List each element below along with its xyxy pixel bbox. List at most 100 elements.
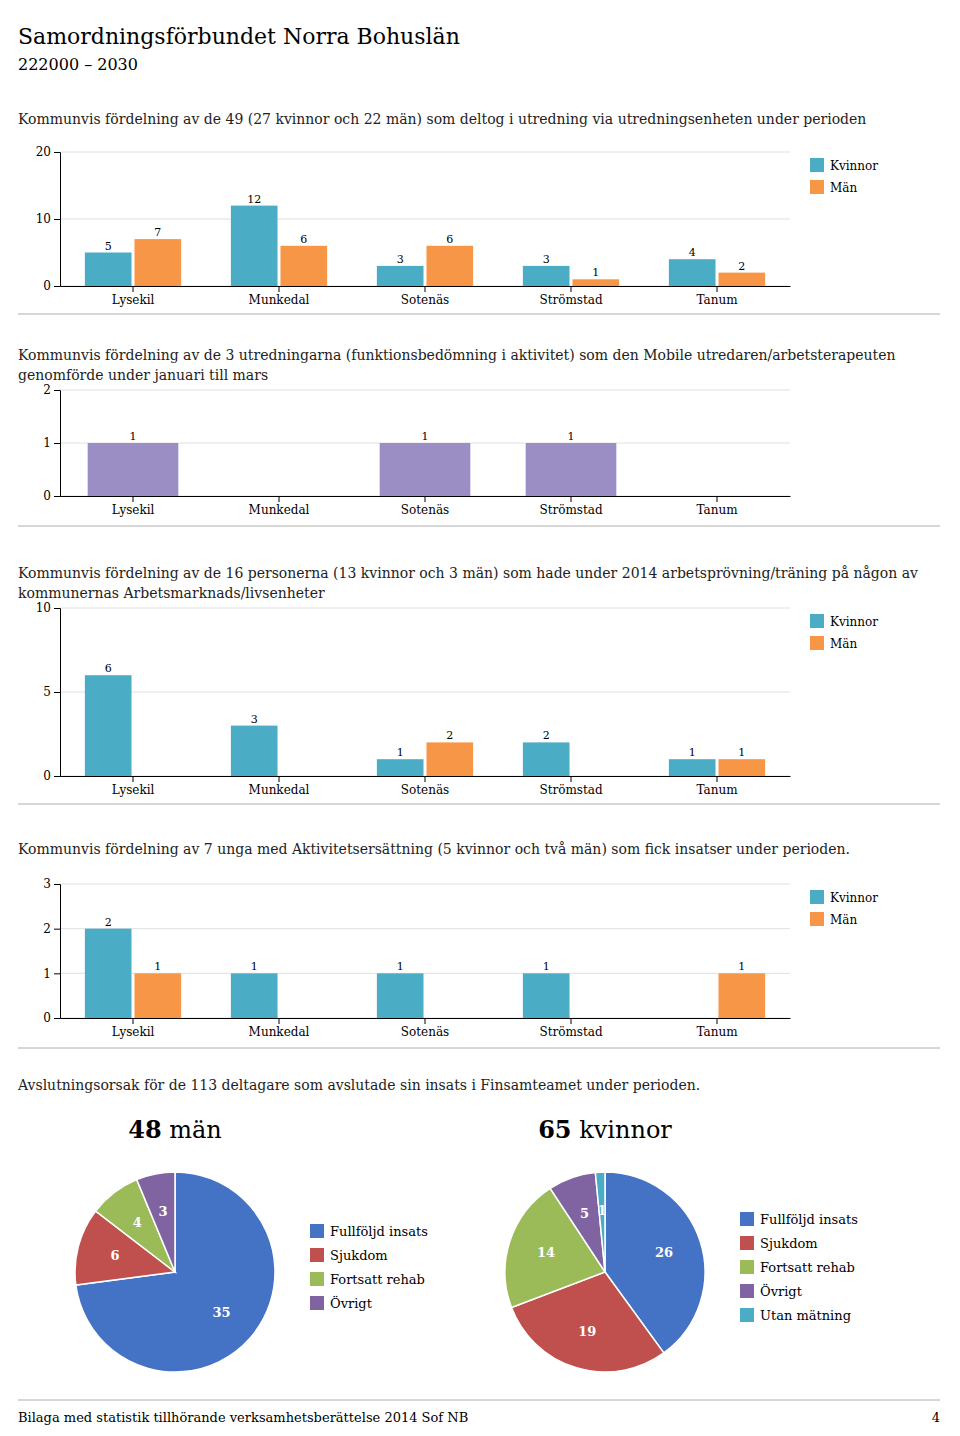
data-label: 4 [689, 246, 696, 259]
y-tick-mark [54, 1018, 60, 1019]
x-tick-mark [425, 496, 426, 502]
x-tick: Sotenäs [401, 286, 449, 307]
x-tick-label: Sotenäs [401, 1025, 449, 1039]
bar [88, 443, 179, 496]
data-label: 1 [130, 430, 137, 443]
legend: Fullföljd insatsSjukdomFortsatt rehabÖvr… [740, 1212, 858, 1323]
bar [523, 742, 570, 776]
x-tick: Tanum [696, 776, 738, 797]
y-tick-label: 10 [36, 212, 51, 226]
slice [595, 1172, 605, 1272]
x-tick-mark [279, 776, 280, 782]
y-tick-label: 2 [43, 383, 51, 397]
x-tick: Sotenäs [401, 1018, 449, 1039]
legend-swatch [740, 1308, 754, 1322]
chart-title: Kommunvis fördelning av de 16 personerna… [18, 565, 918, 601]
data-label: 12 [247, 193, 261, 206]
x-tick-mark [279, 286, 280, 292]
x-tick-label: Lysekil [112, 293, 155, 307]
x-tick-label: Sotenäs [401, 503, 449, 517]
data-label: 1 [738, 960, 745, 973]
data-labels: 6312121 [105, 662, 746, 759]
slice [76, 1172, 275, 1372]
pie-title: 65 kvinnor [538, 1115, 672, 1144]
grid [60, 608, 790, 776]
data-label: 3 [397, 253, 404, 266]
x-tick-mark [571, 286, 572, 292]
y-tick-label: 10 [36, 601, 51, 615]
legend-entry: Kvinnor [810, 158, 878, 173]
x-tick-mark [425, 286, 426, 292]
page-title: Samordningsförbundet Norra Bohuslän [18, 24, 460, 49]
bar [669, 259, 716, 286]
y-tick: 2 [43, 383, 60, 397]
x-tick-label: Munkedal [249, 503, 310, 517]
legend-label: Fullföljd insats [330, 1224, 428, 1239]
legend-label: Fortsatt rehab [760, 1260, 855, 1275]
y-axis-line [54, 609, 61, 777]
x-tick-label: Tanum [696, 1025, 738, 1039]
bar [572, 1018, 619, 1019]
bar [426, 1018, 473, 1019]
x-tick-label: Sotenäs [401, 783, 449, 797]
x-tick-label: Strömstad [539, 783, 603, 797]
bar [85, 253, 132, 287]
x-tick-label: Tanum [696, 783, 738, 797]
data-label: 6 [300, 233, 307, 246]
legend-entry: Sjukdom [310, 1248, 388, 1263]
pie-title: 48 män [128, 1115, 222, 1144]
legend-swatch [740, 1284, 754, 1298]
pie-chart: 65 kvinnor26191451Fullföljd insatsSjukdo… [505, 1115, 858, 1372]
x-axis: LysekilMunkedalSotenäsStrömstadTanum [61, 496, 791, 517]
pie-chart: 48 män35643Fullföljd insatsSjukdomFortsa… [75, 1115, 428, 1372]
bar [380, 443, 471, 496]
legend-entry: Fortsatt rehab [740, 1260, 855, 1275]
legend-label: Kvinnor [830, 615, 878, 629]
legend-entry: Kvinnor [810, 890, 878, 905]
y-axis-line [54, 885, 61, 1019]
x-tick-label: Munkedal [249, 293, 310, 307]
data-label: 2 [446, 729, 453, 742]
data-label: 1 [422, 430, 429, 443]
page-number: 4 [932, 1410, 940, 1425]
x-tick-label: Lysekil [112, 1025, 155, 1039]
grid-line [60, 219, 790, 220]
y-tick-mark [54, 390, 60, 391]
bar [377, 759, 424, 776]
chart-title: Kommunvis fördelning av de 49 (27 kvinno… [18, 111, 866, 127]
legend-swatch [310, 1224, 324, 1238]
x-tick-mark [571, 496, 572, 502]
x-tick: Sotenäs [401, 496, 449, 517]
data-label: 2 [105, 916, 112, 929]
y-tick-label: 0 [43, 769, 51, 783]
section-title: Avslutningsorsak för de 113 deltagare so… [17, 1077, 700, 1093]
bar [669, 759, 716, 776]
x-tick-label: Strömstad [539, 293, 603, 307]
x-tick-mark [717, 496, 718, 502]
grid-line [60, 390, 790, 391]
legend-swatch [740, 1212, 754, 1226]
x-axis: LysekilMunkedalSotenäsStrömstadTanum [61, 776, 791, 797]
x-axis: Lysekil Munkedal Sotenäs Strömstad Tanum [61, 286, 791, 307]
legend-swatch [810, 890, 824, 904]
y-tick-mark [54, 152, 60, 153]
data-labels: 111 [130, 430, 575, 443]
x-tick: Strömstad [539, 496, 603, 517]
x-tick-mark [571, 776, 572, 782]
y-tick-label: 20 [36, 145, 51, 159]
x-tick-mark [279, 496, 280, 502]
data-label: 6 [105, 662, 112, 675]
legend-label: Män [830, 181, 857, 195]
bar [572, 776, 619, 777]
bar [377, 266, 424, 286]
legend-swatch [310, 1248, 324, 1262]
y-tick-label: 0 [43, 1011, 51, 1025]
bar [134, 776, 181, 777]
data-label: 1 [397, 960, 404, 973]
x-axis: LysekilMunkedalSotenäsStrömstadTanum [61, 1018, 791, 1039]
x-tick-mark [133, 496, 134, 502]
bar [523, 266, 570, 286]
x-tick: Tanum [696, 286, 738, 307]
data-label: 7 [154, 226, 161, 239]
grid-line [60, 692, 790, 693]
